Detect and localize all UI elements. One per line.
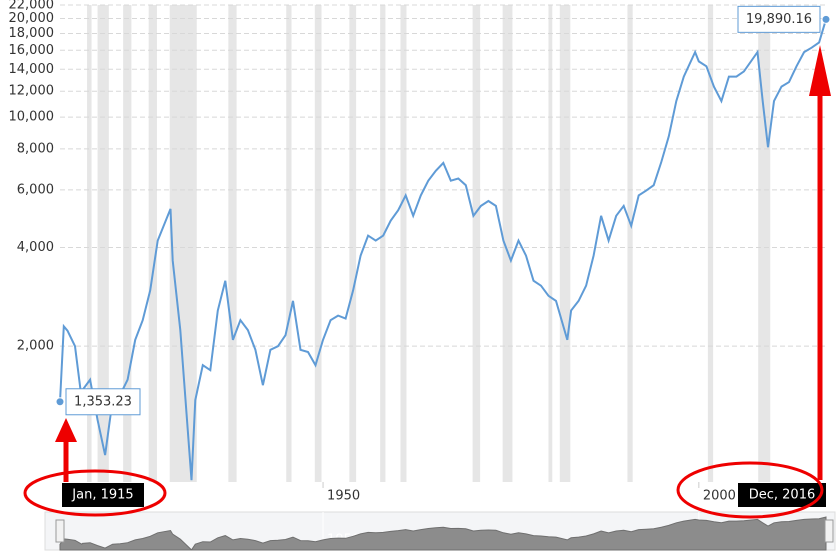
x-tick-label: 2000 <box>703 489 736 504</box>
plot-area: 2,000 4,000 6,000 8,000 10,000 12,000 14,000 16… <box>9 0 827 504</box>
y-tick-label: 18,000 <box>9 26 55 41</box>
data-line <box>59 19 827 481</box>
data-point <box>821 14 831 24</box>
navigator-handle <box>55 519 65 543</box>
recession-band <box>123 5 132 482</box>
y-tick-label: 12,000 <box>9 84 55 99</box>
y-tick-label: 6,000 <box>17 182 54 197</box>
tooltip-label: 19,890.16 <box>746 12 812 27</box>
data-point <box>55 397 65 407</box>
arrow-head <box>55 418 77 442</box>
tooltip-label: 1,353.23 <box>74 394 132 409</box>
y-tick-label: 20,000 <box>9 11 55 26</box>
recession-band <box>707 5 714 482</box>
recession-band <box>228 5 237 482</box>
navigator-area <box>59 516 827 551</box>
recession-band <box>314 5 322 482</box>
recession-band <box>148 5 157 482</box>
tooltip-box <box>737 5 821 33</box>
navigator-handle <box>824 519 834 543</box>
y-tick-label: 16,000 <box>9 43 55 58</box>
y-tick-label: 22,000 <box>9 0 55 13</box>
recession-band <box>472 5 481 482</box>
recession-band <box>400 5 407 482</box>
date-box <box>62 483 144 507</box>
recession-band <box>758 5 771 482</box>
recession-band <box>548 5 553 482</box>
y-tick-label: 8,000 <box>17 141 54 156</box>
recession-band <box>169 5 197 482</box>
recession-band <box>380 5 386 482</box>
date-label: Dec, 2016 <box>749 488 816 503</box>
y-tick-label: 14,000 <box>9 62 55 77</box>
recession-band <box>627 5 633 482</box>
recession-band <box>87 5 92 482</box>
y-tick-label: 2,000 <box>17 339 54 354</box>
overlay: 1,353.23 19,890.16 Jan, 1915 Dec, 2016 <box>55 5 831 507</box>
y-tick-label: 4,000 <box>17 240 54 255</box>
highlight-ellipse <box>676 461 824 519</box>
date-label: Jan, 1915 <box>71 488 133 503</box>
annotations <box>23 45 831 519</box>
recession-band <box>559 5 571 482</box>
recession-band <box>502 5 513 482</box>
recession-band <box>97 5 109 482</box>
tooltip-box <box>65 388 141 416</box>
arrow-head <box>809 45 831 96</box>
y-tick-label: 10,000 <box>9 110 55 125</box>
x-tick-label: 1950 <box>327 489 360 504</box>
highlight-ellipse <box>23 469 167 517</box>
recession-band <box>286 5 292 482</box>
recession-band <box>349 5 357 482</box>
